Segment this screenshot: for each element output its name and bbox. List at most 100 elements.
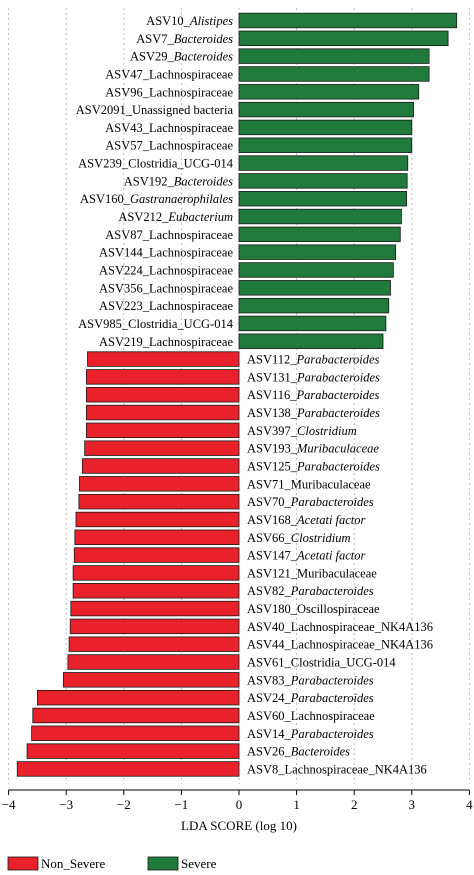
bar — [238, 101, 414, 118]
x-tick-label: 4 — [466, 797, 473, 812]
bar-label: ASV57_Lachnospiraceae — [105, 139, 233, 153]
bar-label: ASV26_Bacteroides — [247, 745, 350, 759]
bar-label: ASV356_Lachnospiraceae — [99, 281, 233, 295]
bar — [85, 404, 240, 421]
bar-label: ASV2091_Unassigned bacteria — [76, 103, 234, 117]
bar — [238, 66, 430, 82]
bar — [74, 529, 240, 545]
bar — [75, 511, 240, 528]
bar — [238, 280, 391, 296]
legend-label: Severe — [181, 856, 217, 871]
bar — [62, 672, 240, 688]
x-axis: −4 −3 −2 −1 0 1 2 3 4 — [2, 789, 473, 812]
x-tick-label: −4 — [2, 797, 16, 812]
bar-label: ASV116_Parabacteroides — [247, 388, 380, 402]
bar-label: ASV66_Clostridium — [247, 531, 351, 545]
bar-label: ASV44_Lachnospiraceae_NK4A136 — [247, 638, 433, 652]
bar-label: ASV96_Lachnospiraceae — [105, 85, 233, 99]
bar-label: ASV40_Lachnospiraceae_NK4A136 — [247, 620, 433, 634]
bars-group — [16, 12, 458, 777]
bar-label: ASV192_Bacteroides — [124, 174, 233, 188]
bar-label: ASV60_Lachnospiraceae — [247, 709, 375, 723]
bar-label: ASV223_Lachnospiraceae — [99, 299, 233, 313]
bar — [67, 654, 240, 670]
x-tick-label: 2 — [351, 797, 358, 812]
bar — [81, 458, 240, 474]
legend-label: Non_Severe — [41, 856, 105, 871]
bar-label: ASV7_Bacteroides — [136, 32, 233, 46]
bar-label: ASV193_Muribaculaceae — [247, 442, 379, 456]
bar — [72, 583, 240, 599]
bar-label: ASV121_Muribaculaceae — [247, 566, 377, 580]
bar-label: ASV14_Parabacteroides — [247, 727, 374, 741]
bar-label: ASV131_Parabacteroides — [247, 370, 380, 384]
bar-label: ASV125_Parabacteroides — [247, 460, 380, 474]
bar-label: ASV168_Acetati factor — [247, 513, 366, 527]
bar-label: ASV8_Lachnospiraceae_NK4A136 — [247, 762, 427, 776]
bar — [238, 244, 397, 260]
bar-labels-group: ASV10_Alistipes ASV7_Bacteroides ASV29_Bac… — [76, 14, 433, 776]
bar — [238, 84, 420, 100]
bar — [16, 761, 240, 777]
bar — [238, 137, 413, 153]
bar — [72, 565, 240, 581]
bar-label: ASV147_Acetati factor — [247, 549, 366, 563]
bar-label: ASV212_Eubacterium — [118, 210, 233, 224]
bar-label: ASV397_Clostridium — [247, 424, 357, 438]
bar-label: ASV239_Clostridia_UCG-014 — [78, 157, 234, 171]
bar — [238, 155, 409, 171]
bar — [79, 476, 240, 492]
bar-label: ASV180_Oscillospiraceae — [247, 602, 380, 616]
legend-swatch — [147, 856, 179, 871]
bar-label: ASV138_Parabacteroides — [247, 406, 380, 420]
x-tick-label: 0 — [236, 797, 243, 812]
bar — [238, 119, 413, 136]
bar-label: ASV10_Alistipes — [146, 14, 233, 28]
x-tick-label: −1 — [174, 797, 188, 812]
bar — [238, 262, 394, 278]
bar — [37, 689, 240, 706]
x-tick-label: −2 — [117, 797, 131, 812]
bar-label: ASV29_Bacteroides — [130, 50, 233, 64]
bar — [238, 226, 401, 243]
bar — [238, 48, 430, 64]
x-tick-label: −3 — [59, 797, 73, 812]
bar-label: ASV219_Lachnospiraceae — [99, 335, 233, 349]
bar-label: ASV82_Parabacteroides — [247, 584, 374, 598]
x-tick-label: 3 — [409, 797, 416, 812]
x-tick-label: 1 — [293, 797, 300, 812]
bar — [238, 297, 390, 314]
bar-label: ASV160_Gastranaerophilales — [80, 192, 233, 206]
bar-label: ASV70_Parabacteroides — [247, 495, 374, 509]
legend-swatch — [7, 856, 39, 871]
bar-label: ASV71_Muribaculaceae — [247, 477, 371, 491]
bar — [238, 173, 408, 189]
bar — [238, 30, 449, 47]
bar-label: ASV47_Lachnospiraceae — [105, 67, 233, 81]
bar — [238, 315, 387, 332]
legend: Non_Severe Severe — [7, 856, 217, 871]
bar — [85, 387, 240, 403]
bar — [70, 600, 240, 617]
bar — [31, 725, 240, 742]
bar — [87, 351, 240, 367]
bar — [85, 422, 240, 439]
bar-label: ASV83_Parabacteroides — [247, 673, 374, 687]
bar — [238, 333, 384, 349]
bar-label: ASV985_Clostridia_UCG-014 — [78, 317, 234, 331]
bar-label: ASV87_Lachnospiraceae — [105, 228, 233, 242]
bar — [68, 636, 240, 652]
bar — [238, 12, 458, 29]
bar — [78, 493, 240, 510]
bar — [238, 208, 402, 225]
bar — [238, 190, 408, 207]
bar — [32, 707, 240, 724]
bar-label: ASV144_Lachnospiraceae — [99, 246, 233, 260]
bar — [26, 743, 240, 759]
bar-label: ASV112_Parabacteroides — [247, 353, 380, 367]
bar — [85, 369, 240, 385]
bar — [73, 547, 240, 563]
bar-label: ASV224_Lachnospiraceae — [99, 263, 233, 277]
bar — [69, 618, 240, 635]
